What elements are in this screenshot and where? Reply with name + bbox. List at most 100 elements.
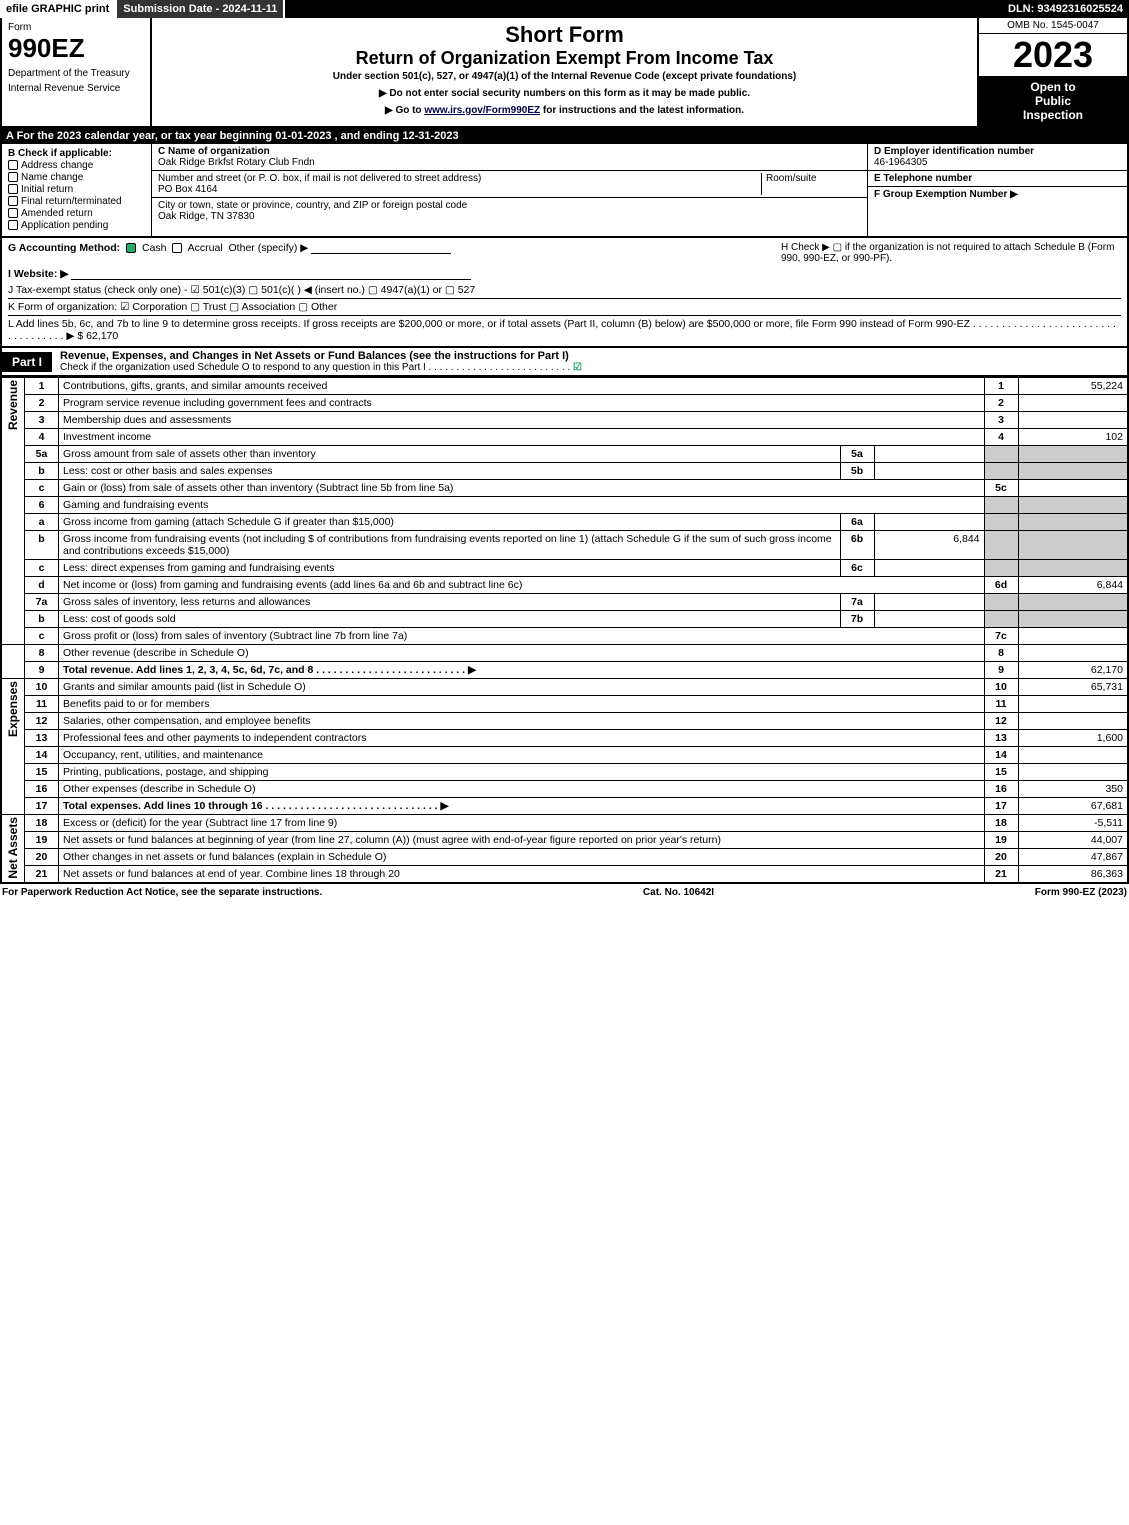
l9-txt: Total revenue. Add lines 1, 2, 3, 4, 5c,…: [59, 662, 985, 679]
l4-num: 4: [25, 429, 59, 446]
chk-accrual[interactable]: [172, 243, 182, 253]
bullet-ssn: ▶ Do not enter social security numbers o…: [158, 88, 971, 99]
header-center: Short Form Return of Organization Exempt…: [152, 18, 977, 126]
l20-col: 20: [984, 849, 1018, 866]
l10-txt: Grants and similar amounts paid (list in…: [59, 679, 985, 696]
chk-name-change[interactable]: Name change: [8, 172, 145, 183]
l9-num: 9: [25, 662, 59, 679]
tel-label: E Telephone number: [874, 173, 1121, 184]
l11-num: 11: [25, 696, 59, 713]
part1-header: Part I Revenue, Expenses, and Changes in…: [0, 348, 1129, 377]
chk-cash[interactable]: [126, 243, 136, 253]
l19-num: 19: [25, 832, 59, 849]
l20-txt: Other changes in net assets or fund bala…: [59, 849, 985, 866]
l7b-sub: 7b: [840, 611, 874, 628]
street-label: Number and street (or P. O. box, if mail…: [158, 173, 761, 184]
expenses-vlabel: Expenses: [1, 679, 25, 815]
l1-txt: Contributions, gifts, grants, and simila…: [59, 378, 985, 395]
l6c-num: c: [25, 560, 59, 577]
l6b-sub: 6b: [840, 531, 874, 560]
group-label: F Group Exemption Number ▶: [874, 189, 1121, 200]
footer-left: For Paperwork Reduction Act Notice, see …: [2, 887, 322, 898]
l12-num: 12: [25, 713, 59, 730]
part1-title: Revenue, Expenses, and Changes in Net As…: [52, 348, 1127, 375]
l5b-subamt: [874, 463, 984, 480]
org-info-section: B Check if applicable: Address change Na…: [0, 144, 1129, 238]
l5a-sub: 5a: [840, 446, 874, 463]
col-b-checkboxes: B Check if applicable: Address change Na…: [2, 144, 152, 236]
l5a-num: 5a: [25, 446, 59, 463]
chk-initial-return[interactable]: Initial return: [8, 184, 145, 195]
l13-num: 13: [25, 730, 59, 747]
omb-number: OMB No. 1545-0047: [979, 18, 1127, 34]
l6d-txt: Net income or (loss) from gaming and fun…: [59, 577, 985, 594]
bullet-goto-post: for instructions and the latest informat…: [540, 105, 744, 116]
l7c-num: c: [25, 628, 59, 645]
l19-txt: Net assets or fund balances at beginning…: [59, 832, 985, 849]
title-return: Return of Organization Exempt From Incom…: [158, 48, 971, 69]
l3-amt: [1018, 412, 1128, 429]
chk-final-return[interactable]: Final return/terminated: [8, 196, 145, 207]
l12-col: 12: [984, 713, 1018, 730]
part1-tag: Part I: [2, 352, 52, 372]
chk-address-change[interactable]: Address change: [8, 160, 145, 171]
i-label: I Website: ▶: [8, 268, 68, 280]
l9-amt: 62,170: [1018, 662, 1128, 679]
l21-col: 21: [984, 866, 1018, 884]
row-i: I Website: ▶: [8, 266, 1121, 282]
l15-col: 15: [984, 764, 1018, 781]
misc-section: G Accounting Method: Cash Accrual Other …: [0, 238, 1129, 348]
l7a-grey: [984, 594, 1018, 611]
chk-amended-return[interactable]: Amended return: [8, 208, 145, 219]
l5b-grey: [984, 463, 1018, 480]
l2-txt: Program service revenue including govern…: [59, 395, 985, 412]
l4-txt: Investment income: [59, 429, 985, 446]
l7a-txt: Gross sales of inventory, less returns a…: [59, 594, 841, 611]
bullet-goto: ▶ Go to www.irs.gov/Form990EZ for instru…: [158, 105, 971, 116]
l18-txt: Excess or (deficit) for the year (Subtra…: [59, 815, 985, 832]
l6c-subamt: [874, 560, 984, 577]
l6c-grey: [984, 560, 1018, 577]
header-right: OMB No. 1545-0047 2023 Open to Public In…: [977, 18, 1127, 126]
l13-col: 13: [984, 730, 1018, 747]
footer-mid: Cat. No. 10642I: [643, 887, 714, 898]
l5b-grey2: [1018, 463, 1128, 480]
l8-num: 8: [25, 645, 59, 662]
l1-num: 1: [25, 378, 59, 395]
l6c-grey2: [1018, 560, 1128, 577]
l11-amt: [1018, 696, 1128, 713]
website-input[interactable]: [71, 268, 471, 280]
l5a-grey: [984, 446, 1018, 463]
l15-num: 15: [25, 764, 59, 781]
c-name-label: C Name of organization: [158, 146, 861, 157]
l5a-grey2: [1018, 446, 1128, 463]
form-word: Form: [8, 22, 144, 33]
irs-link[interactable]: www.irs.gov/Form990EZ: [424, 105, 540, 116]
l5c-num: c: [25, 480, 59, 497]
title-short-form: Short Form: [158, 22, 971, 48]
row-a-tax-year: A For the 2023 calendar year, or tax yea…: [0, 128, 1129, 144]
l6a-subamt: [874, 514, 984, 531]
l17-txt: Total expenses. Add lines 10 through 16 …: [59, 798, 985, 815]
l6-num: 6: [25, 497, 59, 514]
l4-col: 4: [984, 429, 1018, 446]
l6-txt: Gaming and fundraising events: [59, 497, 985, 514]
g-other-input[interactable]: [311, 242, 451, 254]
footer-right: Form 990-EZ (2023): [1035, 887, 1127, 898]
chk-application-pending[interactable]: Application pending: [8, 220, 145, 231]
l2-num: 2: [25, 395, 59, 412]
subtitle-section: Under section 501(c), 527, or 4947(a)(1)…: [158, 71, 971, 82]
l8-amt: [1018, 645, 1128, 662]
l20-num: 20: [25, 849, 59, 866]
open-line1: Open to: [983, 80, 1123, 94]
g-cash: Cash: [142, 242, 167, 254]
col-c-org: C Name of organization Oak Ridge Brkfst …: [152, 144, 867, 236]
l15-amt: [1018, 764, 1128, 781]
header-left: Form 990EZ Department of the Treasury In…: [2, 18, 152, 126]
l3-txt: Membership dues and assessments: [59, 412, 985, 429]
l17-amt: 67,681: [1018, 798, 1128, 815]
top-bar: efile GRAPHIC print Submission Date - 20…: [0, 0, 1129, 18]
page-footer: For Paperwork Reduction Act Notice, see …: [0, 884, 1129, 901]
l7c-col: 7c: [984, 628, 1018, 645]
efile-label[interactable]: efile GRAPHIC print: [0, 0, 117, 18]
